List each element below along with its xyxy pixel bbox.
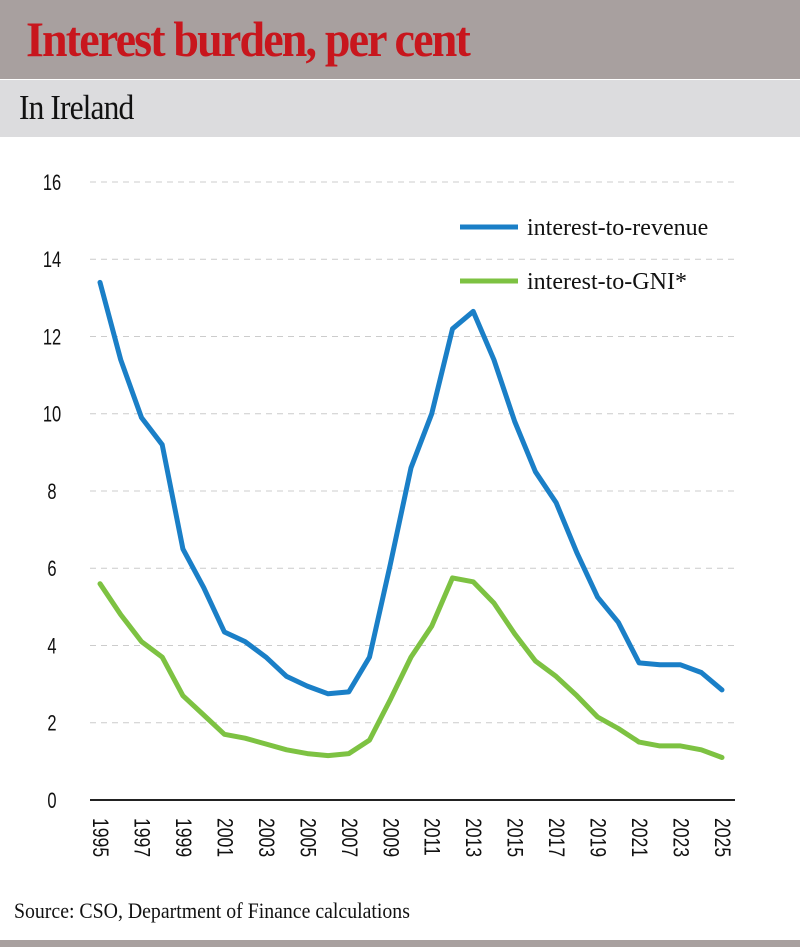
x-tick-label: 2001 (212, 818, 236, 857)
y-tick-label: 4 (47, 634, 56, 659)
bottom-bar (0, 940, 800, 947)
x-tick-label: 2019 (585, 818, 609, 857)
x-tick-label: 2023 (668, 818, 692, 857)
series-line-0 (97, 279, 725, 697)
x-tick-label: 2017 (544, 818, 568, 857)
x-tick-label: 2005 (295, 818, 319, 857)
y-tick-label: 12 (43, 325, 61, 350)
y-tick-label: 0 (47, 789, 56, 814)
x-tick-label: 2025 (709, 818, 733, 857)
x-tick-label: 2011 (419, 818, 443, 856)
title-bar (0, 0, 800, 79)
x-tick-label: 2021 (627, 818, 651, 857)
series-line-1 (97, 575, 725, 760)
x-tick-label: 2003 (253, 818, 277, 857)
y-tick-label: 8 (47, 480, 56, 505)
x-tick-label: 2009 (378, 818, 402, 857)
x-tick-label: 2015 (502, 818, 526, 857)
source-note: Source: CSO, Department of Finance calcu… (14, 898, 410, 923)
x-tick-label: 1999 (170, 818, 194, 857)
legend-label: interest-to-revenue (527, 215, 708, 241)
x-tick-label: 2013 (461, 818, 485, 857)
x-tick-label: 1997 (129, 818, 153, 857)
x-tick-label: 1995 (87, 818, 111, 857)
y-tick-label: 2 (47, 712, 56, 737)
x-tick-label: 2007 (336, 818, 360, 857)
legend-label: interest-to-GNI* (527, 269, 687, 295)
line-chart: 0 2 4 6 8 10 12 14 16 1995 1997 1999 2001 2003 2005 20… (43, 171, 735, 857)
y-tick-label: 6 (47, 557, 56, 582)
y-tick-label: 10 (43, 403, 62, 428)
y-tick-label: 14 (43, 248, 62, 273)
chart-subtitle: In Ireland (19, 88, 134, 127)
y-tick-label: 16 (43, 171, 61, 196)
subtitle-bar (0, 80, 800, 137)
chart-title: Interest burden, per cent (26, 11, 471, 67)
